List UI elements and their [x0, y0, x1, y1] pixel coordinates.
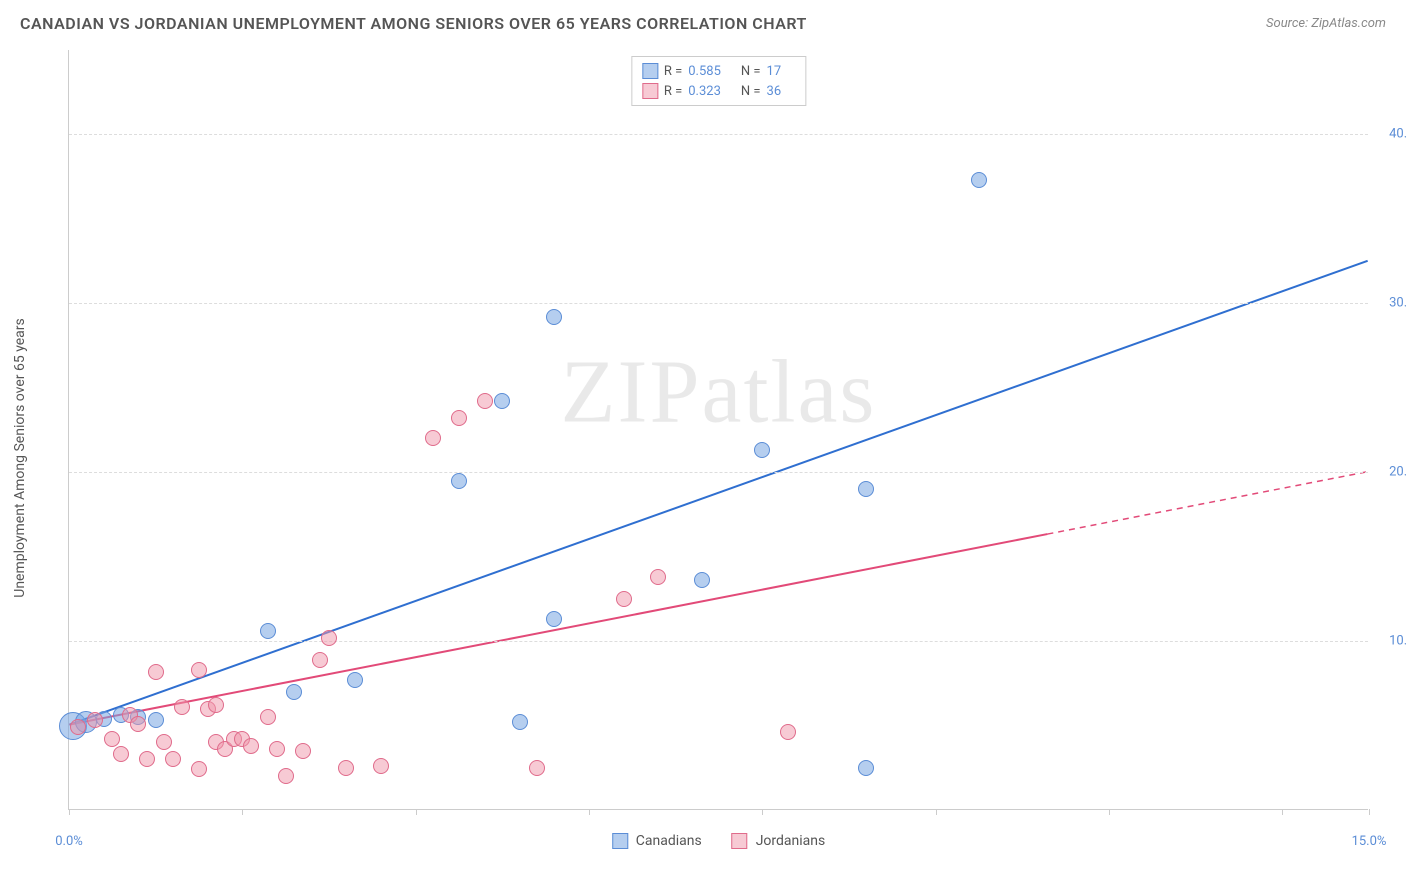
data-point: [451, 473, 467, 489]
data-point: [451, 410, 467, 426]
x-tick: [1109, 809, 1110, 815]
swatch-pink-icon: [732, 833, 748, 849]
data-point: [191, 761, 207, 777]
data-point: [546, 611, 562, 627]
data-point: [312, 652, 328, 668]
r-value-jordanians: 0.323: [688, 84, 721, 99]
data-point: [130, 716, 146, 732]
watermark: ZIPatlas: [561, 340, 877, 443]
data-point: [148, 712, 164, 728]
data-point: [321, 630, 337, 646]
data-point: [295, 743, 311, 759]
data-point: [139, 751, 155, 767]
data-point: [858, 760, 874, 776]
swatch-blue-icon: [612, 833, 628, 849]
data-point: [104, 731, 120, 747]
data-point: [148, 664, 164, 680]
n-value-jordanians: 36: [767, 84, 782, 99]
x-tick: [936, 809, 937, 815]
legend-item-jordanians: Jordanians: [732, 833, 826, 849]
data-point: [338, 760, 354, 776]
chart-source: Source: ZipAtlas.com: [1266, 16, 1386, 31]
data-point: [425, 430, 441, 446]
trend-lines: [69, 50, 1368, 809]
data-point: [286, 684, 302, 700]
r-label: R =: [664, 84, 682, 99]
x-tick-label: 15.0%: [1352, 834, 1387, 849]
data-point: [260, 709, 276, 725]
data-point: [512, 714, 528, 730]
data-point: [87, 712, 103, 728]
data-point: [546, 309, 562, 325]
legend-row-canadians: R = 0.585 N = 17: [642, 61, 795, 81]
legend-item-canadians: Canadians: [612, 833, 702, 849]
y-tick-label: 30.0%: [1389, 296, 1406, 311]
data-point: [694, 572, 710, 588]
legend-label-canadians: Canadians: [636, 833, 702, 849]
trend-line-dashed: [1047, 472, 1367, 534]
x-tick: [589, 809, 590, 815]
data-point: [373, 758, 389, 774]
data-point: [754, 442, 770, 458]
y-tick-label: 10.0%: [1389, 634, 1406, 649]
data-point: [780, 724, 796, 740]
chart-title: CANADIAN VS JORDANIAN UNEMPLOYMENT AMONG…: [20, 14, 807, 33]
data-point: [191, 662, 207, 678]
data-point: [165, 751, 181, 767]
y-tick-label: 20.0%: [1389, 465, 1406, 480]
gridline: [69, 641, 1368, 642]
data-point: [347, 672, 363, 688]
data-point: [174, 699, 190, 715]
legend-series: Canadians Jordanians: [612, 833, 826, 849]
n-value-canadians: 17: [767, 64, 782, 79]
data-point: [278, 768, 294, 784]
data-point: [260, 623, 276, 639]
x-tick: [416, 809, 417, 815]
data-point: [650, 569, 666, 585]
y-axis-label: Unemployment Among Seniors over 65 years: [12, 318, 28, 598]
data-point: [529, 760, 545, 776]
legend-row-jordanians: R = 0.323 N = 36: [642, 81, 795, 101]
x-tick: [1369, 809, 1370, 815]
data-point: [858, 481, 874, 497]
data-point: [208, 697, 224, 713]
data-point: [113, 746, 129, 762]
x-tick: [242, 809, 243, 815]
data-point: [971, 172, 987, 188]
chart-container: Unemployment Among Seniors over 65 years…: [50, 50, 1386, 850]
swatch-blue-icon: [642, 63, 658, 79]
y-tick-label: 40.0%: [1389, 127, 1406, 142]
n-label: N =: [741, 64, 761, 79]
gridline: [69, 134, 1368, 135]
data-point: [156, 734, 172, 750]
data-point: [243, 738, 259, 754]
legend-label-jordanians: Jordanians: [756, 833, 826, 849]
plot-area: ZIPatlas R = 0.585 N = 17 R = 0.323 N = …: [68, 50, 1368, 810]
legend-correlation-box: R = 0.585 N = 17 R = 0.323 N = 36: [631, 56, 806, 106]
x-tick: [762, 809, 763, 815]
gridline: [69, 472, 1368, 473]
trend-line: [69, 261, 1367, 725]
trend-line: [69, 534, 1047, 725]
swatch-pink-icon: [642, 83, 658, 99]
x-tick-label: 0.0%: [55, 834, 83, 849]
data-point: [269, 741, 285, 757]
data-point: [477, 393, 493, 409]
gridline: [69, 303, 1368, 304]
data-point: [70, 719, 86, 735]
data-point: [616, 591, 632, 607]
r-label: R =: [664, 64, 682, 79]
x-tick: [1282, 809, 1283, 815]
n-label: N =: [741, 84, 761, 99]
data-point: [494, 393, 510, 409]
x-tick: [69, 809, 70, 815]
r-value-canadians: 0.585: [688, 64, 721, 79]
